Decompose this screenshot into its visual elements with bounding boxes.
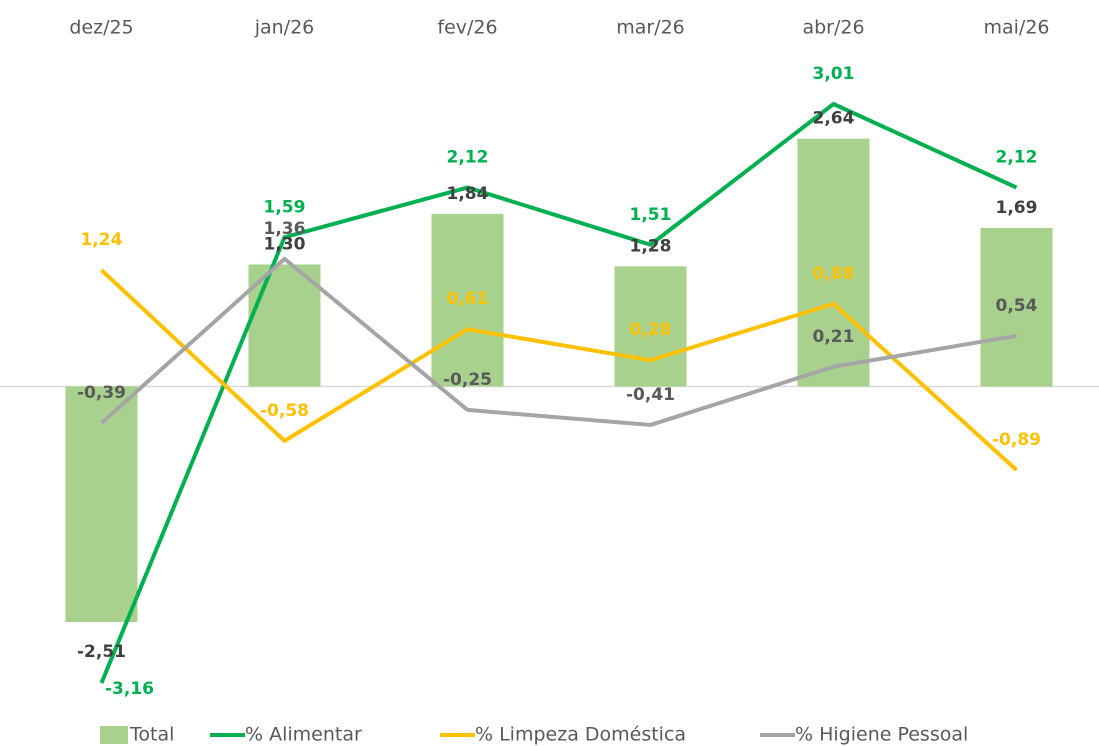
legend-label: % Limpeza Doméstica — [475, 724, 686, 746]
legend-label: % Alimentar — [245, 724, 362, 746]
value-label: 0,21 — [813, 327, 855, 347]
value-label: -3,16 — [105, 679, 154, 699]
line — [99, 102, 1018, 684]
category-label: mar/26 — [616, 17, 685, 39]
value-label: 2,64 — [813, 109, 855, 129]
value-label: -2,51 — [77, 642, 126, 662]
bar — [431, 213, 504, 387]
value-label: -0,89 — [992, 430, 1041, 450]
value-label: -0,58 — [260, 401, 309, 421]
value-label: 0,54 — [996, 296, 1038, 316]
value-label: -0,41 — [626, 385, 675, 405]
value-label: 1,36 — [264, 219, 306, 239]
value-label: 0,61 — [447, 289, 489, 309]
legend-swatch — [100, 726, 128, 744]
line — [100, 268, 1018, 472]
value-label: 1,84 — [447, 184, 489, 204]
category-label: mai/26 — [983, 17, 1049, 39]
value-label: 3,01 — [813, 64, 855, 84]
value-label: 0,88 — [813, 264, 855, 284]
category-label: fev/26 — [437, 17, 497, 39]
value-label: 2,12 — [447, 148, 489, 168]
value-label: -0,25 — [443, 370, 492, 390]
bar — [614, 266, 687, 387]
legend-label: % Higiene Pessoal — [795, 724, 968, 746]
value-label: 1,28 — [630, 236, 672, 256]
value-label: 1,51 — [630, 205, 672, 225]
category-label: abr/26 — [802, 17, 864, 39]
value-label: 1,30 — [264, 234, 306, 254]
value-label: 1,59 — [264, 197, 306, 217]
value-label: 1,69 — [996, 198, 1038, 218]
value-label: 0,28 — [630, 320, 672, 340]
value-label: 2,12 — [996, 148, 1038, 168]
value-label: -0,39 — [77, 383, 126, 403]
bar — [797, 138, 870, 387]
category-label: jan/26 — [254, 17, 315, 39]
category-label: dez/25 — [69, 17, 133, 39]
line — [100, 256, 1017, 427]
bar — [248, 264, 321, 387]
bar — [65, 386, 138, 623]
legend-label: Total — [129, 724, 174, 746]
bar — [980, 227, 1053, 387]
value-label: 1,24 — [81, 230, 123, 250]
